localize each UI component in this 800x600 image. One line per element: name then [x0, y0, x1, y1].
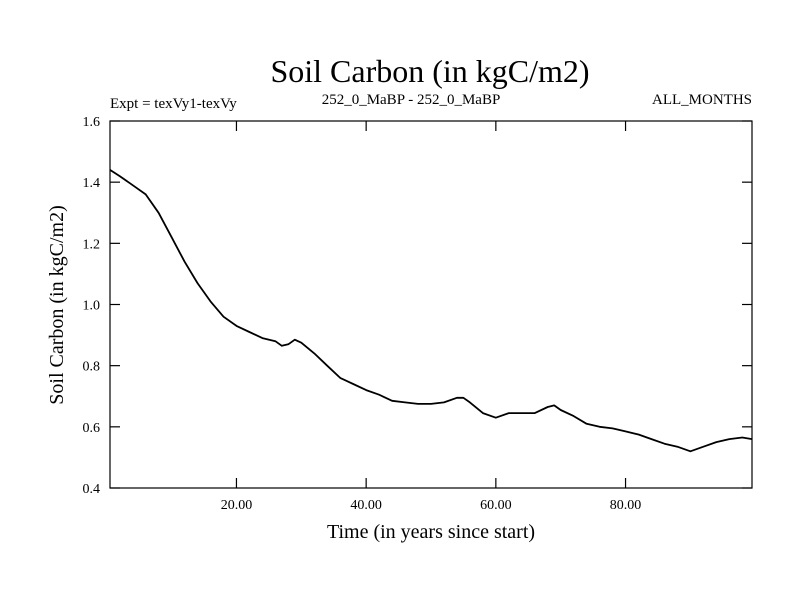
y-tick-label: 0.4	[83, 482, 101, 497]
y-tick-label: 1.0	[83, 299, 101, 314]
y-tick-label: 1.6	[83, 115, 101, 130]
plot-frame	[109, 120, 753, 489]
x-tick-label: 20.00	[221, 498, 253, 513]
x-tick-label: 40.00	[350, 498, 382, 513]
x-tick-label: 60.00	[480, 498, 512, 513]
soil-carbon-series-line	[109, 169, 753, 453]
y-tick-label: 1.2	[83, 237, 101, 252]
period-label: 252_0_MaBP - 252_0_MaBP	[322, 92, 501, 108]
y-tick-label: 0.8	[83, 360, 101, 375]
chart-title: Soil Carbon (in kgC/m2)	[270, 53, 589, 89]
months-label: ALL_MONTHS	[652, 92, 752, 108]
y-tick-label: 1.4	[83, 176, 101, 191]
y-tick-label: 0.6	[83, 421, 101, 436]
experiment-label: Expt = texVy1-texVy	[110, 96, 237, 112]
y-axis-label: Soil Carbon (in kgC/m2)	[46, 205, 68, 404]
x-axis-label: Time (in years since start)	[327, 521, 535, 543]
x-tick-label: 80.00	[610, 498, 642, 513]
